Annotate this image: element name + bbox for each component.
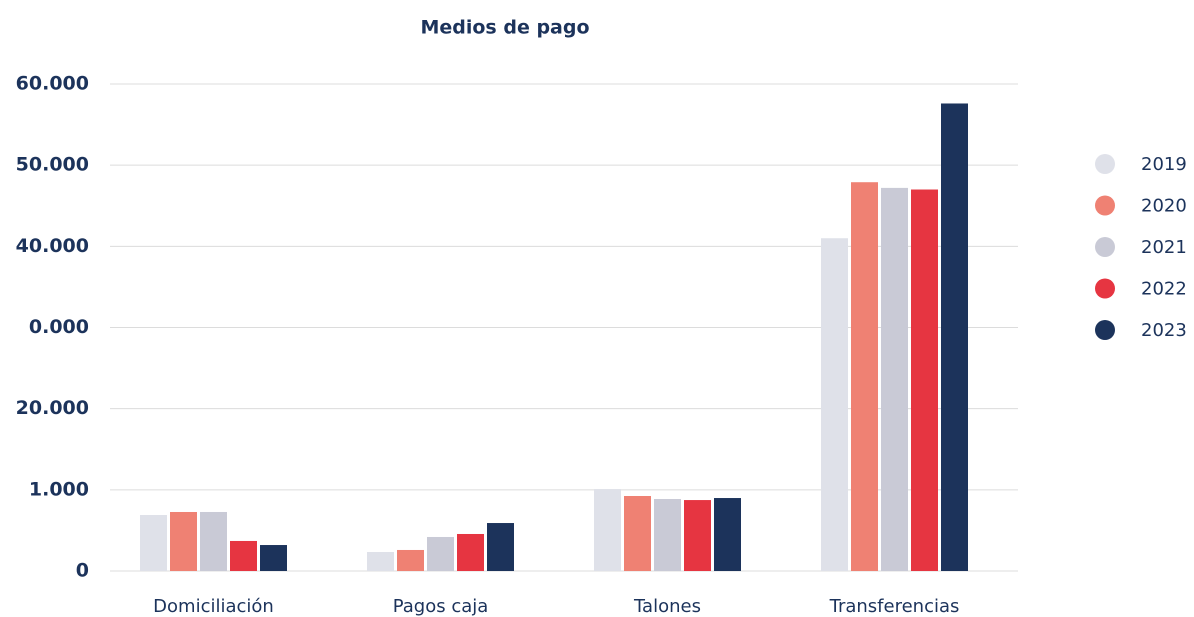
bar: [624, 496, 651, 571]
bar: [851, 182, 878, 571]
bar: [140, 514, 167, 571]
legend-label: 2020: [1141, 196, 1187, 217]
legend-label: 2019: [1141, 154, 1187, 175]
bar: [941, 103, 968, 571]
bar: [821, 238, 848, 571]
legend-marker: [1095, 320, 1115, 340]
bar: [230, 540, 257, 571]
bar: [200, 511, 227, 571]
bar: [260, 545, 287, 571]
x-tick-label: Domiciliación: [153, 596, 274, 617]
legend-marker: [1095, 195, 1115, 216]
y-tick-label: 1.000: [29, 478, 89, 500]
bar: [654, 499, 681, 571]
bar: [684, 500, 711, 571]
bar: [367, 552, 394, 571]
y-tick-label: 0: [76, 560, 89, 582]
bar: [911, 189, 938, 571]
x-tick-label: Transferencias: [829, 596, 960, 617]
y-tick-label: 0.000: [29, 316, 89, 338]
bar: [487, 523, 514, 571]
bar: [457, 533, 484, 571]
legend-marker: [1095, 154, 1115, 174]
bar: [594, 489, 621, 571]
bar: [881, 187, 908, 572]
y-tick-label: 20.000: [16, 397, 89, 419]
chart-title: Medios de pago: [420, 17, 589, 39]
legend-label: 2022: [1141, 279, 1187, 300]
bar: [170, 511, 197, 571]
y-tick-label: 40.000: [16, 235, 89, 257]
x-tick-label: Talones: [633, 596, 701, 617]
bar: [397, 549, 424, 571]
y-tick-label: 60.000: [16, 73, 89, 95]
y-tick-label: 50.000: [16, 154, 89, 176]
bar: [427, 536, 454, 571]
legend-label: 2021: [1141, 237, 1187, 258]
legend-marker: [1095, 237, 1115, 257]
legend-label: 2023: [1141, 320, 1187, 341]
legend-marker: [1095, 278, 1115, 299]
bar: [714, 498, 741, 571]
x-tick-label: Pagos caja: [393, 596, 489, 617]
